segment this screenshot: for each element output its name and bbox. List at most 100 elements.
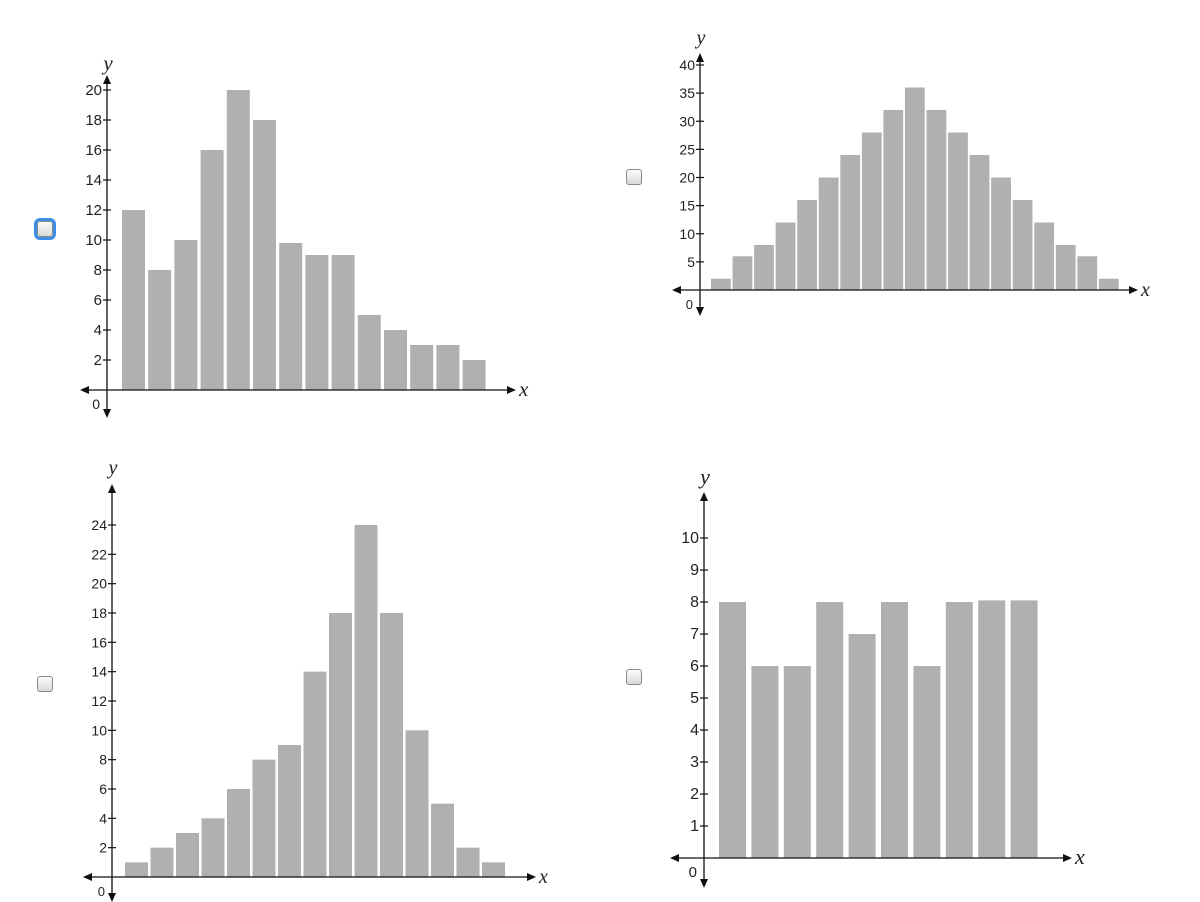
x-axis-left-arrow <box>83 873 92 881</box>
y-tick-label: 3 <box>690 754 699 771</box>
option-a-checkbox[interactable] <box>37 221 53 237</box>
bar <box>775 222 796 290</box>
bar <box>754 245 774 290</box>
y-axis-bottom-arrow <box>103 409 111 418</box>
y-tick-label: 16 <box>85 142 102 159</box>
bar <box>881 602 908 858</box>
y-tick-label: 22 <box>91 546 107 562</box>
y-axis-label: y <box>107 457 118 479</box>
y-axis-top-arrow <box>103 75 111 84</box>
y-tick-label: 18 <box>85 112 102 129</box>
x-axis-right-arrow <box>527 873 536 881</box>
y-tick-label: 12 <box>85 202 102 219</box>
bar <box>991 177 1011 290</box>
bar <box>227 789 250 877</box>
bar <box>125 862 148 877</box>
bar <box>948 132 968 290</box>
bar <box>380 613 403 877</box>
bar <box>1055 245 1076 290</box>
bar <box>252 759 276 877</box>
bar <box>462 360 486 390</box>
bar <box>331 255 355 390</box>
bar <box>329 613 352 877</box>
bar <box>1098 278 1119 290</box>
y-tick-label: 8 <box>99 752 107 768</box>
bar <box>732 256 753 290</box>
bar <box>783 666 811 858</box>
option-b-checkbox[interactable] <box>626 169 642 185</box>
origin-label: 0 <box>98 884 105 899</box>
origin-label: 0 <box>92 396 100 412</box>
bar <box>279 243 303 390</box>
y-tick-label: 24 <box>91 517 107 533</box>
bar <box>431 803 454 877</box>
y-tick-label: 20 <box>679 170 695 186</box>
histogram-b: 5 10 15 20 25 30 35 40 0 y x <box>672 27 1150 316</box>
bar <box>305 255 329 390</box>
bar <box>405 730 429 877</box>
x-axis-left-arrow <box>80 386 89 394</box>
bar <box>357 315 381 390</box>
bar <box>978 600 1006 858</box>
y-tick-label: 16 <box>91 634 107 650</box>
y-axis-label: y <box>101 51 113 75</box>
origin-label: 0 <box>686 297 693 312</box>
bar <box>797 200 817 290</box>
y-tick-label: 20 <box>91 576 107 592</box>
y-tick-label: 10 <box>91 722 107 738</box>
bar <box>436 345 460 390</box>
y-tick-label: 15 <box>679 198 695 214</box>
y-tick-label: 7 <box>690 626 699 643</box>
x-axis-right-arrow <box>1063 854 1072 862</box>
x-axis-left-arrow <box>670 854 679 862</box>
y-tick-label: 9 <box>690 562 699 579</box>
bar <box>384 330 407 390</box>
bar <box>148 270 172 390</box>
y-tick-label: 4 <box>690 722 699 739</box>
y-tick-label: 10 <box>679 226 695 242</box>
bar <box>226 90 250 390</box>
bar <box>150 847 174 877</box>
bar <box>253 120 276 390</box>
x-axis-label: x <box>518 377 529 401</box>
y-axis-top-arrow <box>108 484 116 493</box>
y-tick-label: 6 <box>690 658 699 675</box>
y-tick-label: 25 <box>679 141 695 157</box>
y-tick-label: 10 <box>85 232 102 249</box>
bar <box>278 745 301 877</box>
bar <box>176 833 199 877</box>
bar <box>200 150 224 390</box>
bar <box>861 132 882 290</box>
bar <box>711 278 731 290</box>
bar <box>751 666 779 858</box>
bar <box>945 602 973 858</box>
y-tick-label: 4 <box>94 322 102 339</box>
y-tick-label: 40 <box>679 57 695 73</box>
bar <box>1077 256 1098 290</box>
y-axis-top-arrow <box>700 492 708 501</box>
y-tick-label: 4 <box>99 810 107 826</box>
y-tick-label: 20 <box>85 82 102 99</box>
y-tick-label: 8 <box>94 262 102 279</box>
y-tick-label: 2 <box>690 786 699 803</box>
bar <box>818 177 839 290</box>
bar <box>354 525 378 877</box>
y-tick-label: 5 <box>687 254 695 270</box>
bar <box>1034 222 1055 290</box>
x-axis-label: x <box>1074 844 1085 869</box>
bar <box>410 345 434 390</box>
histogram-a: 2 4 6 8 10 12 14 16 18 20 0 y x <box>80 51 529 418</box>
y-axis-top-arrow <box>696 53 704 62</box>
y-tick-label: 1 <box>690 818 699 835</box>
bar <box>1012 200 1033 290</box>
option-c-checkbox[interactable] <box>37 676 53 692</box>
x-axis-right-arrow <box>507 386 516 394</box>
option-d-checkbox[interactable] <box>626 669 642 685</box>
bar <box>913 666 941 858</box>
y-axis-label: y <box>695 27 706 49</box>
y-tick-label: 10 <box>681 530 699 547</box>
x-axis-label: x <box>538 866 548 888</box>
bar <box>122 210 145 390</box>
